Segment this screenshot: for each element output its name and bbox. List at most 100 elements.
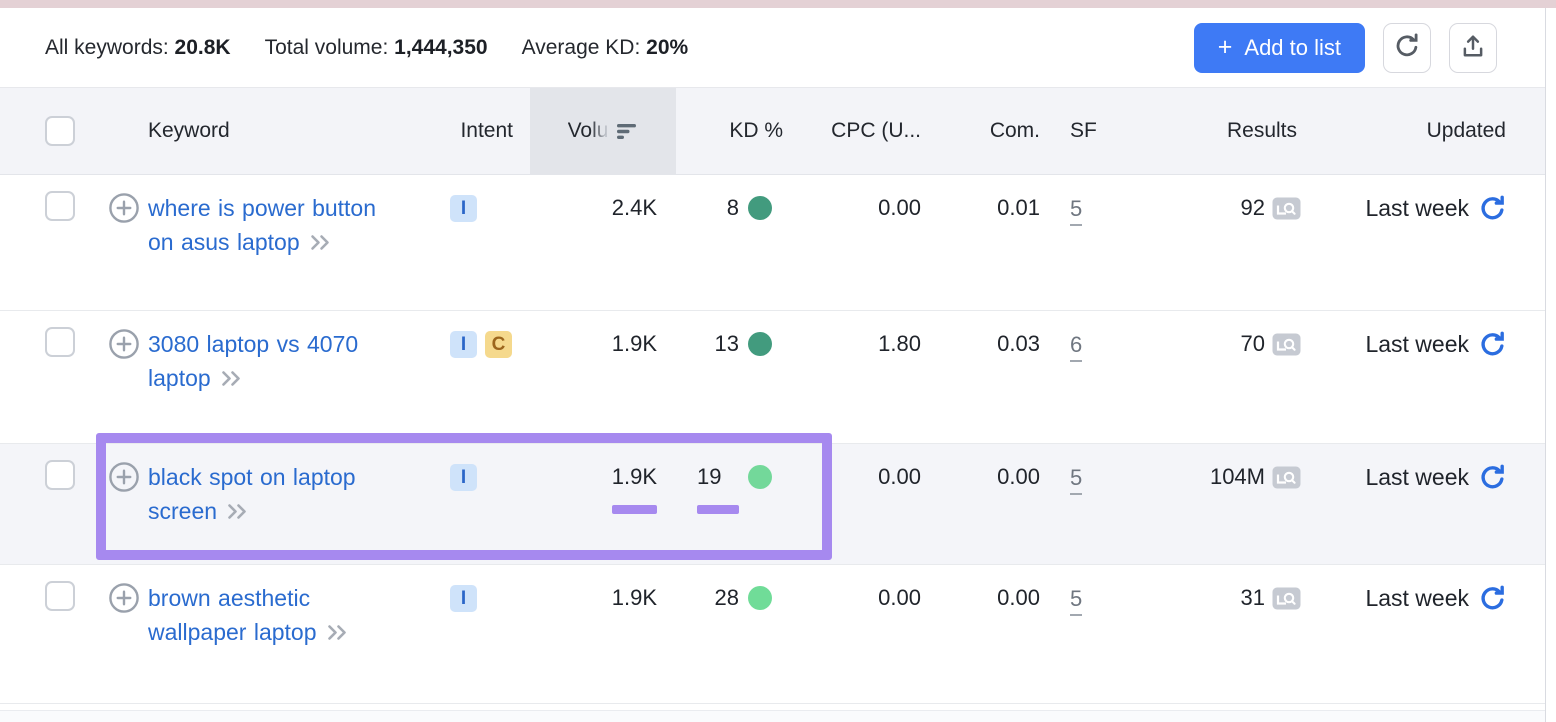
total-volume-label: Total volume: — [264, 35, 389, 59]
kd-value: 13 — [714, 331, 739, 356]
refresh-keyword-icon[interactable] — [1479, 464, 1506, 491]
table-header-row: Keyword Intent Volu KD % CPC (U... Com. … — [0, 88, 1545, 175]
open-keyword-chevrons-icon[interactable] — [309, 226, 333, 260]
view-serp-icon[interactable] — [1272, 197, 1301, 220]
all-keywords-label: All keywords: — [45, 35, 169, 59]
average-kd-label: Average KD: — [521, 35, 641, 59]
add-keyword-icon[interactable] — [108, 582, 140, 614]
volume-value: 2.4K — [611, 195, 657, 220]
select-all-checkbox[interactable] — [45, 116, 75, 146]
com-value: 0.00 — [997, 464, 1040, 489]
open-keyword-chevrons-icon[interactable] — [326, 616, 350, 650]
plus-icon: + — [1217, 33, 1233, 61]
header-results[interactable]: Results — [1226, 119, 1297, 142]
header-updated[interactable]: Updated — [1426, 119, 1506, 142]
kd-difficulty-dot — [748, 465, 772, 489]
table-row: where is power button on asus laptop I 2… — [0, 175, 1545, 311]
table-row: 3080 laptop vs 4070 laptop I C 1.9K 13 1… — [0, 311, 1545, 444]
volume-highlight-underline — [611, 505, 657, 514]
open-keyword-chevrons-icon[interactable] — [220, 362, 244, 396]
row-checkbox[interactable] — [45, 460, 75, 490]
add-keyword-icon[interactable] — [108, 461, 140, 493]
kd-difficulty-dot — [748, 586, 772, 610]
intent-badge-informational: I — [450, 585, 477, 612]
header-com[interactable]: Com. — [989, 119, 1040, 142]
header-volume[interactable]: Volu — [530, 88, 676, 174]
select-all-cell — [0, 88, 90, 174]
refresh-keyword-icon[interactable] — [1479, 585, 1506, 612]
next-row-gap — [0, 704, 1545, 710]
add-to-list-label: Add to list — [1244, 34, 1341, 60]
header-kd[interactable]: KD % — [729, 119, 783, 142]
results-value: 104M — [1209, 464, 1265, 489]
intent-badge-informational: I — [450, 331, 477, 358]
results-value: 31 — [1240, 585, 1265, 610]
next-row-peek — [0, 710, 1545, 722]
keywords-table: Keyword Intent Volu KD % CPC (U... Com. … — [0, 88, 1545, 722]
serp-features-count[interactable]: 6 — [1070, 331, 1083, 362]
open-keyword-chevrons-icon[interactable] — [226, 495, 250, 529]
cpc-value: 1.80 — [878, 331, 921, 356]
table-row-highlighted: black spot on laptop screen I 1.9K 19 — [0, 444, 1545, 565]
keyword-link[interactable]: black spot on laptop screen — [148, 464, 356, 524]
kd-difficulty-dot — [748, 196, 772, 220]
updated-value: Last week — [1365, 585, 1469, 611]
all-keywords-value: 20.8K — [174, 35, 231, 59]
view-serp-icon[interactable] — [1272, 466, 1301, 489]
refresh-icon — [1394, 33, 1420, 62]
cpc-value: 0.00 — [878, 195, 921, 220]
refresh-keyword-icon[interactable] — [1479, 331, 1506, 358]
row-checkbox[interactable] — [45, 191, 75, 221]
sort-descending-icon — [617, 123, 638, 140]
intent-badge-commercial: C — [485, 331, 512, 358]
average-kd-stat: Average KD: 20% — [522, 36, 689, 60]
kd-value: 8 — [726, 195, 739, 220]
cpc-value: 0.00 — [878, 464, 921, 489]
serp-features-count[interactable]: 5 — [1070, 585, 1083, 616]
total-volume-value: 1,444,350 — [394, 35, 488, 59]
com-value: 0.00 — [997, 585, 1040, 610]
keyword-link[interactable]: where is power button on asus laptop — [148, 195, 377, 255]
keyword-link[interactable]: 3080 laptop vs 4070 laptop — [148, 331, 359, 391]
refresh-keyword-icon[interactable] — [1479, 195, 1506, 222]
average-kd-value: 20% — [646, 35, 689, 59]
com-value: 0.03 — [997, 331, 1040, 356]
kd-highlight-underline — [697, 505, 739, 514]
serp-features-count[interactable]: 5 — [1070, 464, 1083, 495]
kd-value: 28 — [714, 585, 739, 610]
summary-toolbar: All keywords: 20.8K Total volume: 1,444,… — [0, 8, 1545, 88]
add-keyword-icon[interactable] — [108, 328, 140, 360]
refresh-metrics-button[interactable] — [1383, 22, 1431, 73]
updated-value: Last week — [1365, 195, 1469, 221]
view-serp-icon[interactable] — [1272, 587, 1301, 610]
header-cpc[interactable]: CPC (U... — [831, 119, 921, 142]
header-intent[interactable]: Intent — [460, 119, 513, 142]
summary-stats: All keywords: 20.8K Total volume: 1,444,… — [45, 36, 688, 60]
scrollbar-gutter[interactable] — [1545, 8, 1556, 722]
header-volume-label: Volu — [567, 119, 609, 142]
add-to-list-button[interactable]: + Add to list — [1193, 22, 1365, 73]
keyword-link[interactable]: brown aesthetic wallpaper laptop — [148, 585, 317, 645]
row-checkbox[interactable] — [45, 327, 75, 357]
results-value: 92 — [1240, 195, 1265, 220]
header-sf[interactable]: SF — [1070, 119, 1097, 142]
add-keyword-icon[interactable] — [108, 192, 140, 224]
volume-value: 1.9K — [611, 331, 657, 356]
row-checkbox[interactable] — [45, 581, 75, 611]
cpc-value: 0.00 — [878, 585, 921, 610]
toolbar-actions: + Add to list — [1193, 22, 1497, 73]
intent-badge-informational: I — [450, 195, 477, 222]
volume-value: 1.9K — [611, 464, 657, 489]
updated-value: Last week — [1365, 331, 1469, 357]
serp-features-count[interactable]: 5 — [1070, 195, 1083, 226]
kd-difficulty-dot — [748, 332, 772, 356]
table-body: where is power button on asus laptop I 2… — [0, 175, 1545, 722]
header-keyword[interactable]: Keyword — [148, 119, 230, 142]
export-button[interactable] — [1449, 22, 1497, 73]
updated-value: Last week — [1365, 464, 1469, 490]
kd-value: 19 — [697, 464, 722, 489]
view-serp-icon[interactable] — [1272, 333, 1301, 356]
window-top-strip — [0, 0, 1556, 8]
total-volume-stat: Total volume: 1,444,350 — [265, 36, 488, 60]
